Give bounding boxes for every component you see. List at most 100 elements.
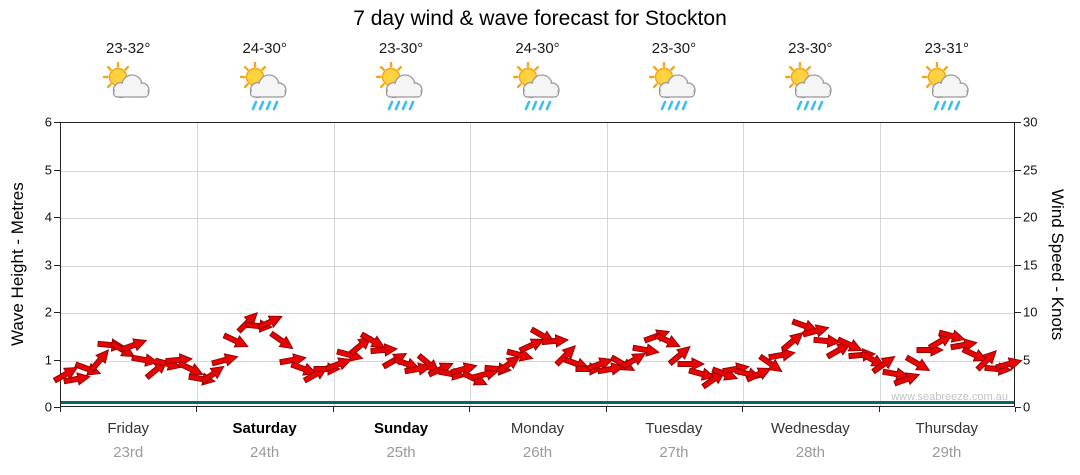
sun-showers-icon (375, 61, 423, 111)
wind-arrow (949, 335, 979, 356)
wind-arrow (834, 332, 866, 358)
watermark: www.seabreeze.com.au (891, 391, 1008, 403)
wind-arrow (323, 352, 355, 377)
wind-arrow (448, 358, 479, 381)
left-tick-label: 3 (44, 257, 52, 272)
left-axis-tick (54, 359, 60, 361)
day-name-label: Monday (510, 420, 565, 437)
wind-arrow (493, 350, 525, 379)
wind-arrow (254, 308, 286, 334)
x-axis-tick (332, 407, 334, 412)
wind-arrow (357, 327, 389, 355)
day-date-label: 28th (795, 444, 825, 461)
wind-arrow (630, 340, 660, 361)
wind-arrow (584, 352, 616, 377)
wind-arrow (767, 344, 797, 365)
day-name-label: Wednesday (770, 420, 850, 437)
temperature-range-label: 24-30° (515, 40, 560, 57)
wind-arrow (62, 368, 92, 389)
grid-line-vertical (333, 123, 335, 406)
left-tick-label: 1 (44, 352, 52, 367)
x-axis-tick (60, 407, 61, 412)
left-tick-label: 2 (44, 304, 52, 320)
wind-arrow (687, 362, 718, 385)
right-axis-tick (1015, 312, 1021, 313)
wind-arrow (403, 359, 433, 380)
wind-arrow (959, 342, 991, 368)
weather-icon (783, 61, 837, 114)
wind-arrow (118, 333, 150, 358)
wind-arrow (800, 320, 831, 343)
wind-arrow (141, 354, 173, 384)
day-date-label: 29th (932, 444, 962, 461)
day-name-label: Sunday (373, 420, 429, 437)
wind-arrow (698, 364, 730, 393)
grid-line-vertical (197, 123, 199, 406)
right-axis-tick (1015, 217, 1021, 218)
day-date-label: 25th (386, 444, 416, 461)
weather-icon (511, 61, 565, 114)
partly-cloudy-icon (103, 61, 150, 99)
wind-arrow (278, 349, 308, 370)
day-name-label: Thursday (915, 420, 979, 437)
left-axis-tick (54, 407, 60, 408)
wind-arrow (743, 361, 775, 387)
wind-arrow (550, 339, 581, 370)
sun-showers-icon (648, 61, 696, 111)
wind-arrow (266, 326, 298, 355)
wind-arrow (618, 346, 650, 374)
chart-title: 7 day wind & wave forecast for Stockton (353, 7, 727, 30)
grid-line-vertical (606, 123, 608, 406)
grid-line-vertical (470, 123, 472, 406)
wind-arrow (664, 340, 696, 370)
wind-arrow (73, 357, 105, 382)
wind-arrow (516, 332, 548, 358)
wind-arrow (868, 350, 900, 379)
right-tick-label: 30 (1023, 114, 1038, 130)
x-axis-tick (1015, 407, 1016, 412)
wind-arrow (925, 327, 957, 355)
left-axis-tick (54, 217, 60, 218)
left-tick-label: 5 (44, 162, 52, 177)
wind-arrow (777, 325, 809, 355)
wind-arrow (596, 359, 626, 380)
x-axis-tick (469, 407, 471, 412)
wind-arrow (971, 344, 1002, 375)
wind-arrow (345, 330, 377, 360)
temperature-range-label: 23-31° (924, 40, 969, 57)
weather-icon (101, 61, 155, 114)
grid-line-vertical (743, 123, 745, 406)
left-axis-tick (54, 169, 60, 171)
wind-arrow (130, 349, 160, 370)
left-axis-tick (54, 264, 60, 266)
wind-arrow (175, 356, 207, 382)
day-name-label: Tuesday (645, 420, 703, 437)
day-date-label: 24th (250, 444, 280, 461)
sun-showers-icon (239, 61, 287, 111)
wind-arrow (540, 331, 569, 349)
weather-icon (238, 61, 292, 114)
right-tick-label: 15 (1023, 257, 1038, 272)
wind-arrow (165, 350, 194, 368)
right-axis-tick (1015, 407, 1021, 408)
grid-line-vertical (879, 123, 881, 406)
wind-arrow (755, 350, 787, 379)
x-axis-tick (878, 407, 880, 412)
day-name-label: Saturday (232, 420, 297, 437)
grid-line-horizontal (61, 313, 1014, 314)
weather-icon (647, 61, 701, 114)
wind-arrow (937, 324, 968, 347)
right-tick-label: 5 (1023, 352, 1031, 367)
x-axis-tick (605, 407, 607, 412)
wind-arrow (652, 327, 684, 353)
wind-arrow (85, 344, 115, 376)
weather-icon (920, 61, 974, 114)
left-axis-tick (54, 312, 60, 313)
temperature-range-label: 23-30° (788, 40, 833, 57)
right-axis-tick (1015, 169, 1021, 171)
grid-line-horizontal (61, 360, 1014, 362)
day-date-label: 23rd (113, 444, 144, 461)
sun-showers-icon (512, 61, 560, 111)
left-tick-label: 4 (44, 209, 52, 225)
